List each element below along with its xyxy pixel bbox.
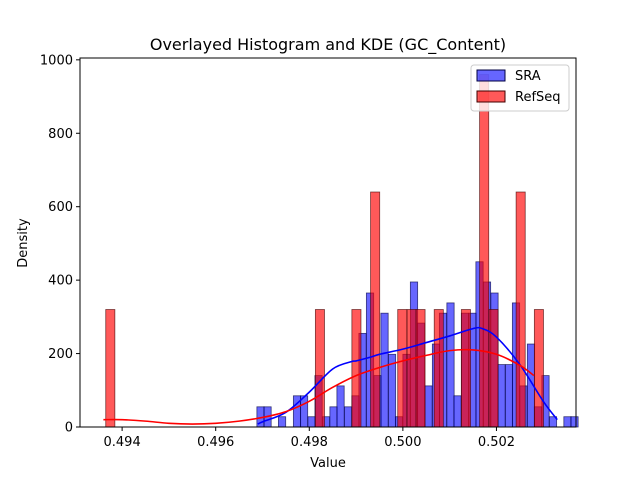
histogram-bar — [433, 309, 444, 428]
histogram-bar — [453, 395, 462, 428]
histogram-bar — [533, 309, 544, 428]
legend-swatch-refseq — [476, 90, 506, 103]
histogram-bar — [488, 309, 499, 428]
histogram-bar — [415, 309, 426, 428]
y-tick-label: 800 — [48, 127, 73, 142]
y-axis: 0 200 400 600 800 1000 — [40, 53, 80, 436]
histogram-bar — [460, 309, 471, 428]
kde-line-sra — [257, 326, 558, 425]
histogram-bar — [570, 416, 579, 428]
histogram-bar — [351, 309, 362, 428]
histogram-bar — [307, 416, 316, 428]
y-tick-label: 1000 — [40, 53, 73, 68]
histogram-bar — [314, 309, 325, 428]
plot-frame — [79, 57, 577, 428]
histogram-bar — [446, 302, 455, 428]
histogram-bar — [105, 309, 116, 428]
x-axis: 0.494 0.496 0.498 0.500 0.502 — [104, 427, 515, 450]
histogram-bar — [479, 74, 490, 428]
chart-title: Overlayed Histogram and KDE (GC_Content) — [150, 35, 506, 55]
histogram-bar — [504, 364, 514, 428]
histogram-bar — [329, 406, 338, 428]
y-tick-label: 400 — [48, 274, 73, 289]
legend-label-refseq: RefSeq — [515, 90, 561, 105]
kde-line-refseq — [103, 348, 535, 425]
histogram-bar — [563, 416, 572, 428]
y-tick-label: 600 — [48, 200, 73, 215]
histogram-bar — [515, 191, 526, 428]
x-axis-title: Value — [310, 456, 346, 471]
x-tick-label: 0.494 — [104, 435, 141, 450]
x-tick-label: 0.500 — [384, 435, 421, 450]
histogram-bar — [336, 385, 345, 428]
histogram-bar — [406, 309, 417, 428]
y-axis-title: Density — [16, 218, 31, 268]
legend-label-sra: SRA — [515, 69, 541, 84]
histogram-bar — [277, 416, 287, 428]
legend-swatch-sra — [476, 69, 506, 82]
histogram-bar — [343, 406, 353, 428]
histogram-bar — [380, 312, 389, 428]
x-tick-label: 0.502 — [478, 435, 515, 450]
x-tick-label: 0.498 — [291, 435, 328, 450]
y-tick-label: 0 — [65, 421, 73, 436]
histogram-bar — [370, 191, 381, 428]
histogram-bar — [424, 385, 433, 428]
legend: SRA RefSeq — [470, 64, 570, 112]
histogram-bar — [397, 309, 408, 428]
histogram-bar — [497, 364, 506, 428]
y-tick-label: 200 — [48, 347, 73, 362]
x-tick-label: 0.496 — [197, 435, 234, 450]
